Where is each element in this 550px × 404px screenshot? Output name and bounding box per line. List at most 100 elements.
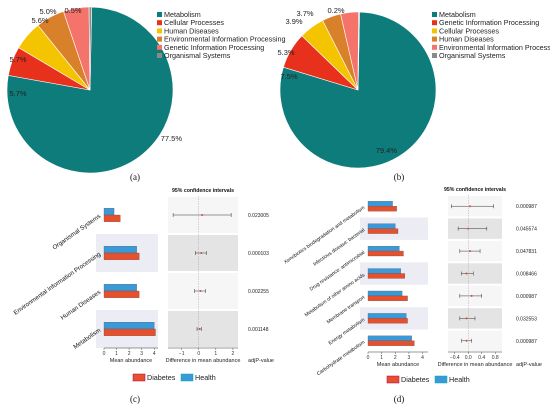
pie-label: 77.5% — [161, 134, 183, 143]
bar-diabetes — [367, 273, 405, 279]
bar-health — [367, 313, 407, 319]
ci-row-band — [448, 330, 502, 351]
legend-diabetes: Diabetes — [147, 373, 176, 382]
ci-point — [200, 252, 203, 254]
legend-item: Organismal Systems — [164, 51, 231, 60]
x-tick-label: 2 — [128, 351, 131, 357]
legend-swatch — [157, 44, 162, 50]
pie-label: 5.0% — [39, 7, 56, 16]
panel-label-b: (b) — [394, 172, 405, 182]
legend-item: Genetic Information Processing — [164, 43, 264, 52]
ci-tick-label: 2 — [231, 351, 234, 357]
pie-label: 79.4% — [376, 146, 398, 155]
legend-item: Cellular Processes — [164, 18, 224, 27]
bar-health — [103, 284, 137, 292]
pvalue-header: adjP-value — [516, 362, 542, 368]
bar-diabetes — [367, 250, 404, 257]
p-value: 0.000987 — [516, 204, 537, 210]
legend-swatch-diabetes — [132, 373, 146, 382]
category-label: Metabolism of other amino acids — [304, 272, 367, 318]
pie-label: 3.7% — [296, 9, 313, 18]
legend-swatch — [157, 53, 162, 58]
legend-swatch — [432, 28, 437, 34]
bar-x-label: Mean abundance — [110, 358, 153, 364]
bar-x-label: Mean abundance — [377, 362, 420, 368]
bar-health — [367, 335, 412, 341]
legend-swatch — [432, 20, 437, 26]
bar-diabetes — [367, 206, 397, 212]
p-value: 0.023005 — [248, 213, 269, 219]
ci-row-band — [168, 311, 238, 347]
category-label: Drug resistance: antimicrobial — [309, 250, 366, 293]
legend-swatch — [432, 44, 437, 50]
ci-point — [465, 317, 468, 320]
legend-item: Environmental Information Processing — [164, 35, 285, 44]
p-value: 0.008466 — [516, 272, 537, 278]
bar-health — [367, 268, 401, 274]
pie-label: 5.7% — [9, 55, 26, 64]
ci-point — [465, 272, 468, 275]
legend-swatch-health — [180, 373, 194, 382]
ci-x-label: Difference in mean abundance — [438, 362, 513, 368]
ci-title: 95% confidence intervals — [444, 187, 506, 193]
panel-label-a: (a) — [130, 172, 140, 182]
ci-point — [199, 290, 202, 292]
bar-diabetes — [103, 328, 156, 336]
bar-health — [367, 201, 393, 207]
pie-label: 5.6% — [31, 16, 48, 25]
legend-swatch-health — [434, 375, 448, 384]
ci-point — [468, 250, 471, 253]
ci-tick-label: −0.4 — [450, 355, 460, 361]
ci-tick-label: 0.8 — [492, 355, 499, 361]
x-tick-label: 1 — [115, 351, 118, 357]
legend-swatch-diabetes — [386, 375, 400, 384]
x-tick-label: 4 — [421, 355, 424, 361]
category-label: Organismal Systems — [51, 213, 102, 251]
legend-diabetes: Diabetes — [401, 375, 430, 384]
bar-health — [103, 322, 155, 330]
ci-tick-label: 0 — [197, 351, 200, 357]
pie-label: 5.7% — [9, 89, 26, 98]
ci-point — [465, 339, 468, 342]
pvalue-header: adjP-value — [248, 358, 274, 364]
p-value: 0.000987 — [516, 339, 537, 345]
x-tick-label: 4 — [153, 351, 156, 357]
bar-health — [367, 245, 400, 252]
ci-x-label: Difference in mean abundance — [166, 358, 241, 364]
pie-label: 7.5% — [280, 72, 297, 81]
legend-swatch — [432, 53, 437, 58]
pie-slice-organismal-systems — [357, 11, 360, 91]
legend-item: Cellular Processes — [439, 26, 499, 35]
pie-slice-metabolism — [6, 6, 174, 174]
pie-slice-organismal-systems — [88, 6, 92, 91]
legend-item: Human Diseases — [439, 35, 494, 44]
ci-tick-label: 0.0 — [465, 355, 472, 361]
p-value: 0.001148 — [248, 327, 269, 333]
bar-diabetes — [103, 290, 140, 298]
legend-health: Health — [195, 373, 216, 382]
ci-tick-label: −1 — [179, 351, 185, 357]
bar-health — [367, 223, 396, 229]
ci-point — [198, 328, 201, 330]
bar-health — [103, 246, 137, 254]
ci-point — [201, 214, 204, 216]
legend-swatch — [157, 12, 162, 17]
x-tick-label: 2 — [394, 355, 397, 361]
ci-tick-label: 0.4 — [478, 355, 485, 361]
category-label: Infectious disease: bacterial — [312, 227, 366, 267]
panel-label-d: (d) — [394, 394, 405, 404]
legend-health: Health — [449, 375, 470, 384]
bar-diabetes — [367, 295, 408, 302]
x-tick-label: 3 — [408, 355, 411, 361]
ci-point — [468, 205, 471, 208]
bar-diabetes — [367, 340, 415, 346]
legend-item: Metabolism — [439, 10, 476, 19]
legend-swatch — [157, 28, 162, 34]
category-label: Human Diseases — [60, 289, 103, 322]
p-value: 0.002255 — [248, 289, 269, 295]
bar-diabetes — [367, 318, 408, 324]
legend-swatch — [157, 36, 162, 42]
pie-label: 3.9% — [285, 17, 302, 26]
x-tick-label: 0 — [103, 351, 106, 357]
